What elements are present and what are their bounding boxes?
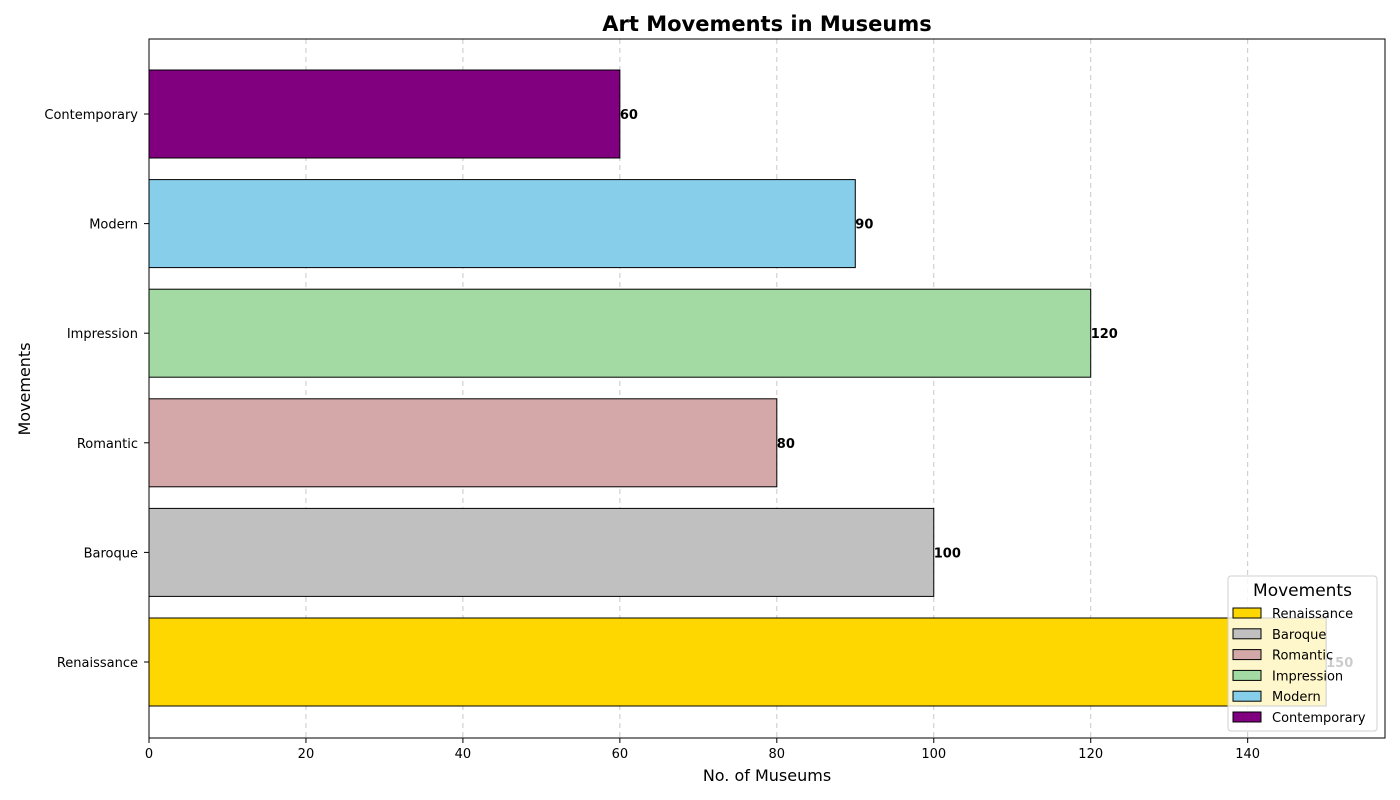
data-label-modern: 90 (855, 218, 873, 233)
legend-box (1227, 575, 1378, 732)
legend-swatch-baroque (1232, 628, 1262, 640)
bar-romantic (148, 398, 778, 488)
plot-frame (148, 38, 1386, 739)
data-label-contemporary: 60 (620, 108, 638, 123)
y-tick-label: Modern (89, 218, 138, 233)
x-tick-label: 80 (769, 747, 786, 762)
y-axis-ticks: Renaissance Baroque Romantic Impression Mode… (44, 108, 149, 671)
legend-swatch-impression (1232, 669, 1262, 681)
y-axis-label: Movements (15, 342, 34, 435)
data-label-impression: 120 (1091, 327, 1118, 342)
chart-title: Art Movements in Museums (602, 12, 932, 36)
legend-entry-impression: Impression (1272, 669, 1343, 684)
legend-entry-baroque: Baroque (1272, 628, 1326, 643)
legend: Movements Renaissance Baroque Romantic Impre… (1227, 575, 1378, 732)
y-tick-label: Contemporary (44, 108, 138, 123)
x-axis-ticks: 0 20 40 60 80 100 120 140 (145, 738, 1260, 762)
legend-entry-renaissance: Renaissance (1272, 607, 1353, 622)
bar-modern (148, 179, 856, 269)
legend-entry-romantic: Romantic (1272, 649, 1333, 664)
legend-entry-modern: Modern (1272, 690, 1321, 705)
y-tick-label: Baroque (84, 546, 138, 561)
x-tick-label: 100 (921, 747, 946, 762)
y-tick-label: Impression (67, 327, 138, 342)
bar-baroque (148, 507, 935, 597)
x-tick-label: 0 (145, 747, 153, 762)
legend-swatch-contemporary (1232, 711, 1262, 723)
x-tick-label: 120 (1078, 747, 1103, 762)
x-tick-label: 60 (612, 747, 629, 762)
legend-swatch-modern (1232, 690, 1262, 702)
legend-title: Movements (1253, 581, 1352, 601)
x-axis-label: No. of Museums (703, 766, 831, 785)
x-tick-label: 40 (455, 747, 472, 762)
legend-entry-contemporary: Contemporary (1272, 711, 1366, 726)
y-tick-label: Renaissance (57, 656, 138, 671)
bar-contemporary (148, 69, 621, 159)
bar-renaissance (148, 617, 1327, 707)
bar-impression (148, 288, 1092, 378)
legend-swatch-romantic (1232, 649, 1262, 661)
legend-swatch-renaissance (1232, 607, 1262, 619)
data-label-romantic: 80 (777, 437, 795, 452)
data-label-baroque: 100 (934, 546, 961, 561)
y-tick-label: Romantic (77, 437, 138, 452)
bars (148, 69, 1327, 707)
x-tick-label: 140 (1235, 747, 1260, 762)
x-tick-label: 20 (298, 747, 315, 762)
